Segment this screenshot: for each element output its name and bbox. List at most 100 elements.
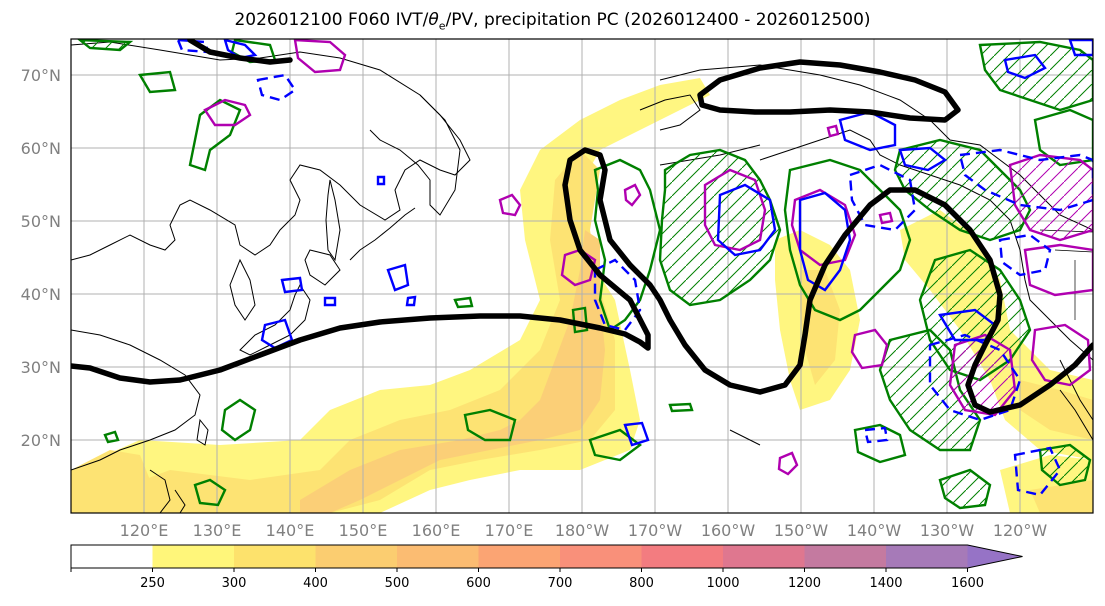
colorbar-segment	[723, 545, 805, 568]
colorbar-segment	[804, 545, 887, 568]
theta-e-dashed-contour	[863, 426, 889, 444]
lon-tick-label: 160°W	[701, 521, 756, 540]
lat-tick-label: 60°N	[21, 139, 61, 158]
precip-contour	[853, 423, 907, 464]
lat-tick-label: 20°N	[21, 431, 61, 450]
pv-contour-north	[697, 59, 961, 123]
lon-tick-label: 130°E	[193, 521, 242, 540]
theta-e-contour	[376, 175, 386, 186]
colorbar-tick-label: 1600	[951, 576, 984, 591]
colorbar-tick-label: 300	[222, 576, 247, 591]
lon-tick-label: 140°W	[847, 521, 902, 540]
lon-tick-label: 120°E	[120, 521, 169, 540]
colorbar-segment	[641, 545, 724, 568]
coastline-asia	[71, 41, 471, 261]
ivt-band-western-core	[300, 230, 605, 513]
latitude-axis: 20°N 30°N 40°N 50°N 60°N 70°N	[21, 66, 61, 450]
magenta-contour	[1030, 323, 1092, 387]
lon-tick-label: 170°E	[485, 521, 534, 540]
magenta-contours	[203, 39, 1093, 476]
theta-e-contour	[898, 146, 948, 172]
colorbar-outline	[70, 544, 1023, 569]
colorbar-segment	[397, 545, 479, 568]
coastline-bering	[639, 94, 701, 131]
colorbar-segment	[478, 545, 561, 568]
coastline-korea	[229, 258, 256, 321]
coastline-sakhalin	[325, 179, 341, 262]
magenta-contour	[878, 211, 894, 225]
magenta-contour	[293, 39, 347, 74]
theta-e-dashed-contour	[256, 73, 297, 102]
colorbar-tick-label: 1200	[788, 576, 821, 591]
coastline-honshu	[239, 284, 311, 356]
precip-contour	[220, 398, 257, 442]
precip-contour	[938, 468, 992, 510]
chart-title: 2026012100 F060 IVT/θe/PV, precipitation…	[234, 10, 871, 33]
lon-tick-label: 170°W	[628, 521, 683, 540]
theta-e-dashed-contour	[958, 148, 1093, 212]
precip-contour	[453, 296, 474, 309]
lon-tick-label: 120°W	[993, 521, 1048, 540]
precip-contour	[668, 402, 694, 413]
theta-e-contour	[280, 276, 304, 294]
theta-e-contour	[798, 191, 852, 292]
colorbar-segment	[886, 545, 968, 568]
lon-tick-label: 150°W	[774, 521, 829, 540]
pv-contour-northwest	[187, 39, 293, 65]
coastline-hokkaido	[304, 249, 341, 286]
precip-contour	[76, 39, 134, 52]
colorbar-extend-arrow	[967, 545, 1023, 568]
magenta-contour	[850, 328, 889, 370]
coastline-taiwan	[196, 418, 209, 446]
lon-tick-label: 140°E	[266, 521, 315, 540]
magenta-contour	[203, 98, 252, 127]
colorbar-tick-label: 500	[385, 576, 410, 591]
lat-tick-label: 70°N	[21, 66, 61, 85]
colorbar-segment	[234, 545, 316, 568]
magenta-contour	[498, 193, 522, 217]
colorbar-segment	[152, 545, 235, 568]
precip-contour	[138, 70, 177, 94]
theta-e-dashed-contour	[928, 333, 1022, 422]
colorbar-segment	[71, 545, 153, 568]
precip-contour	[783, 158, 912, 322]
map-area	[71, 39, 1093, 513]
lat-tick-label: 40°N	[21, 285, 61, 304]
precip-contour	[463, 408, 517, 442]
longitude-axis: 120°E 130°E 140°E 150°E 160°E 170°E 180°…	[120, 521, 1048, 540]
theta-e-dashed-contour	[1013, 446, 1062, 497]
colorbar: 250 300 400 500 600 700 800 1000 1200 1400 1600	[70, 544, 1023, 591]
pv-contours	[71, 39, 1093, 415]
magenta-contour	[703, 168, 767, 252]
pv-contour-main	[71, 147, 1093, 415]
coastline-philippines	[149, 469, 186, 513]
precip-contour	[103, 430, 120, 444]
theta-e-contour	[1003, 53, 1047, 80]
theta-e-contour	[716, 183, 777, 257]
colorbar-tick-label: 700	[548, 576, 573, 591]
lon-tick-label: 130°W	[920, 521, 975, 540]
ivt-band-southwest	[71, 450, 150, 513]
colorbar-tick-label: 400	[303, 576, 328, 591]
coastline-hawaii	[729, 429, 761, 446]
theta-e-dashed-contours	[176, 39, 1093, 497]
magenta-contour	[826, 124, 840, 138]
precip-contour	[878, 328, 982, 452]
precip-contour	[188, 98, 242, 172]
theta-e-dashed-contour	[848, 163, 917, 232]
coastline-kurils	[349, 207, 416, 261]
theta-e-contour	[323, 296, 337, 307]
magenta-contour	[1008, 153, 1093, 242]
map-border	[70, 38, 1094, 514]
theta-e-contour	[623, 421, 650, 447]
precip-contour	[1033, 108, 1093, 167]
colorbar-tick-label: 1000	[706, 576, 739, 591]
theta-e-contour	[405, 295, 417, 307]
magenta-contour	[623, 183, 642, 207]
coastline-china	[71, 329, 201, 471]
precip-contour	[193, 478, 227, 507]
theta-e-contour	[386, 263, 410, 292]
theta-e-contour	[1068, 39, 1093, 57]
colorbar-tick-label: 1400	[869, 576, 902, 591]
